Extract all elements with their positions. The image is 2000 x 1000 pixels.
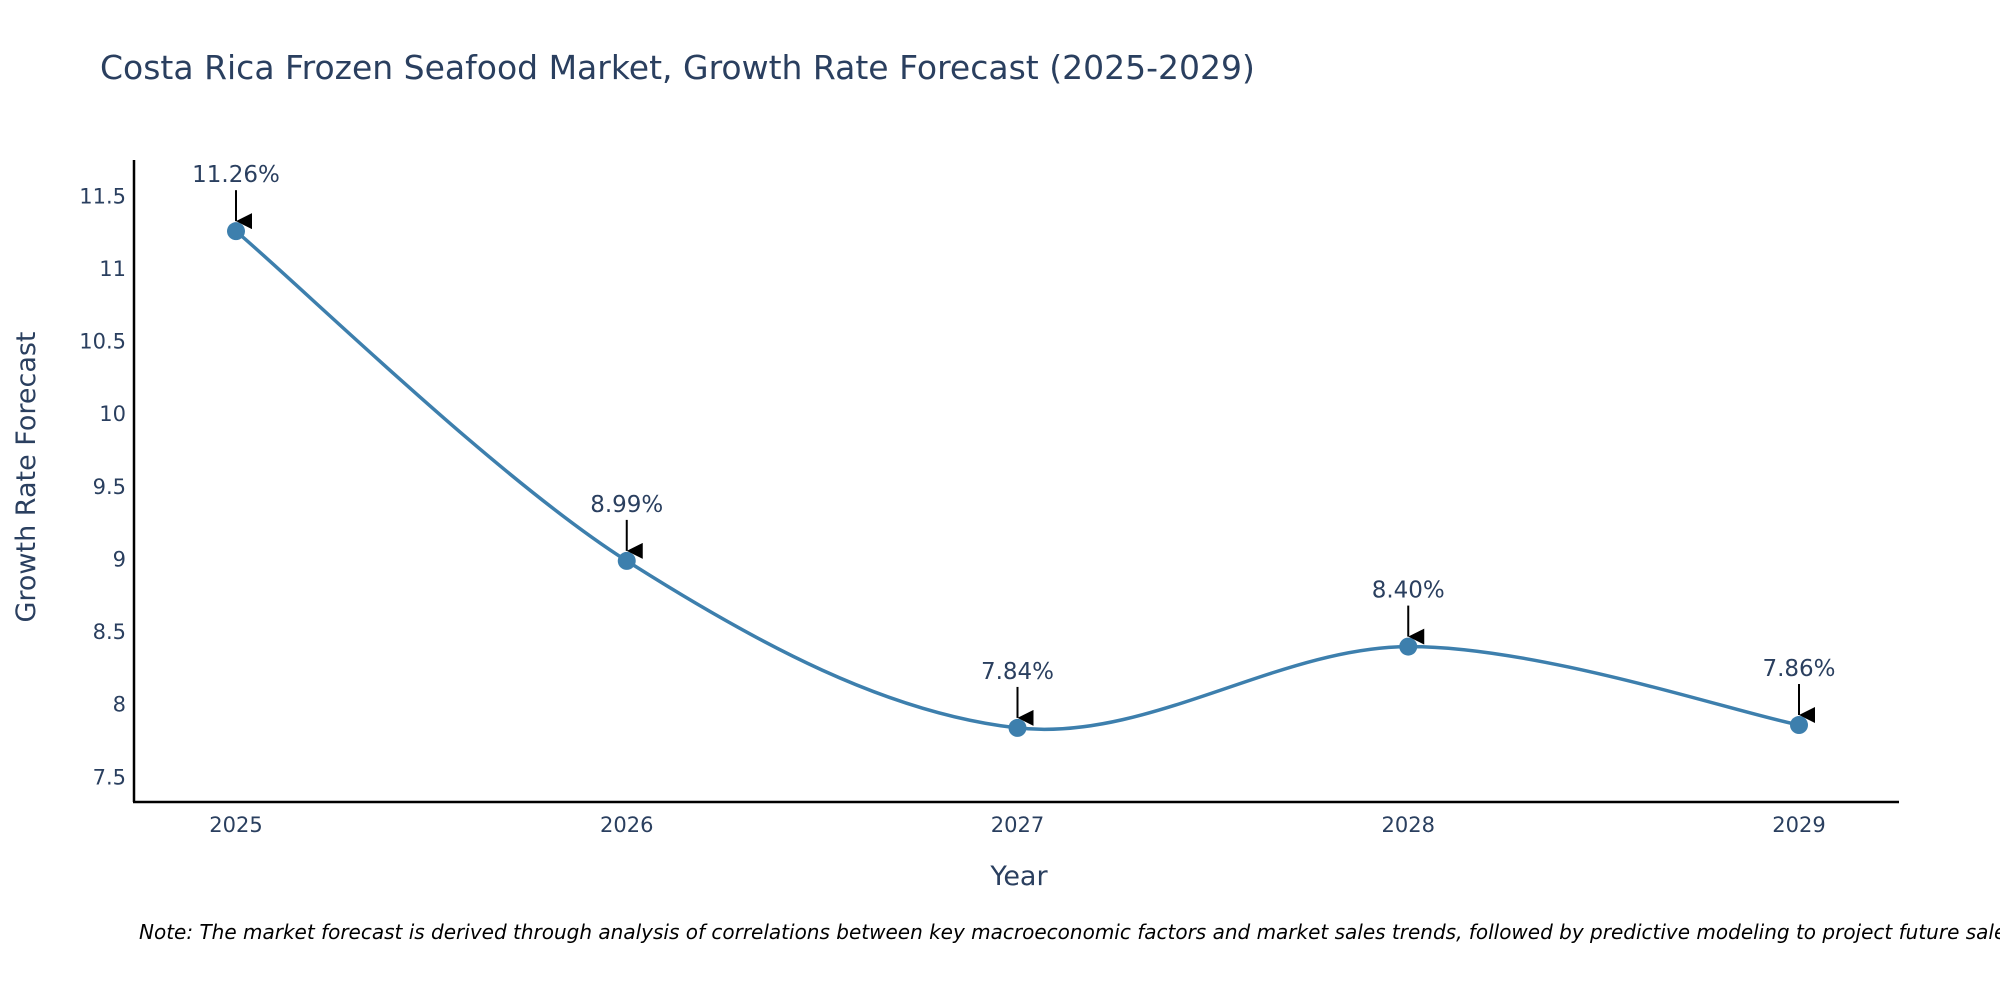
y-tick-label: 10.5 xyxy=(79,330,126,354)
data-point[interactable] xyxy=(227,222,245,241)
data-label: 8.40% xyxy=(1372,578,1445,604)
data-label: 11.26% xyxy=(192,162,280,188)
data-annotations: 11.26% 8.99% 7.84% 8.40% 7.86% xyxy=(192,162,1836,726)
x-tick-label: 2025 xyxy=(209,813,262,837)
data-label: 7.84% xyxy=(981,659,1054,685)
x-tick-labels: 2025 2026 2027 2028 2029 xyxy=(209,813,1825,837)
y-tick-label: 11.5 xyxy=(79,184,126,208)
y-tick-label: 11 xyxy=(99,257,126,281)
y-tick-label: 7.5 xyxy=(93,765,126,789)
x-tick-label: 2027 xyxy=(991,813,1044,837)
y-axis-title: Growth Rate Forecast xyxy=(11,331,42,622)
y-tick-label: 9 xyxy=(113,547,126,571)
chart-title: Costa Rica Frozen Seafood Market, Growth… xyxy=(100,48,1255,87)
data-label: 8.99% xyxy=(590,492,663,518)
y-tick-label: 8 xyxy=(113,693,126,717)
x-tick-label: 2026 xyxy=(600,813,653,837)
data-point[interactable] xyxy=(617,551,636,570)
data-point[interactable] xyxy=(1790,716,1808,735)
x-tick-label: 2028 xyxy=(1382,813,1435,837)
data-point[interactable] xyxy=(1399,637,1418,656)
y-tick-label: 9.5 xyxy=(93,475,126,499)
series-line xyxy=(234,229,1800,731)
y-tick-label: 8.5 xyxy=(93,620,126,644)
y-tick-label: 10 xyxy=(99,402,126,426)
x-axis-title: Year xyxy=(989,861,1048,892)
series-line-group xyxy=(234,229,1800,731)
x-tick-label: 2029 xyxy=(1772,813,1825,837)
data-point[interactable] xyxy=(1008,718,1027,737)
data-label: 7.86% xyxy=(1762,656,1835,682)
y-tick-labels: 7.5 8 8.5 9 9.5 10 10.5 11 11.5 xyxy=(79,184,126,789)
footnote: Note: The market forecast is derived thr… xyxy=(139,920,2000,944)
